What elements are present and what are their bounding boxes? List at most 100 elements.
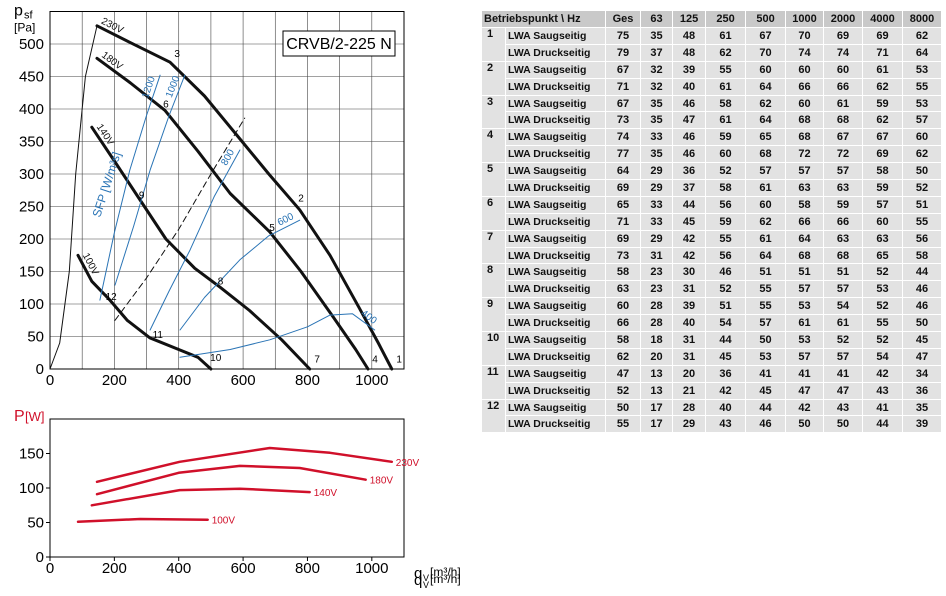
value-cell: 70 bbox=[785, 27, 825, 45]
value-cell: 58 bbox=[605, 331, 642, 349]
value-cell: 43 bbox=[823, 398, 864, 417]
name-cell: LWA Saugseitig bbox=[504, 128, 607, 147]
value-cell: 61 bbox=[823, 314, 864, 333]
value-cell: 41 bbox=[823, 364, 864, 383]
value-cell: 74 bbox=[785, 43, 825, 62]
value-cell: 31 bbox=[672, 347, 707, 366]
value-cell: 68 bbox=[785, 246, 825, 265]
value-cell: 71 bbox=[605, 212, 642, 231]
value-cell: 60 bbox=[862, 212, 904, 231]
table-row: LWA Druckseitig 71 33 45 59 62 66 66 60 55 bbox=[482, 212, 943, 231]
value-cell: 62 bbox=[745, 212, 787, 231]
value-cell: 60 bbox=[605, 297, 642, 316]
value-cell: 72 bbox=[823, 145, 864, 164]
point-label: 12 bbox=[106, 292, 118, 303]
value-cell: 43 bbox=[862, 381, 904, 400]
value-cell: 63 bbox=[823, 179, 864, 197]
value-cell: 28 bbox=[640, 297, 674, 316]
name-cell: LWA Druckseitig bbox=[504, 111, 607, 130]
header-cell: 1000 bbox=[785, 10, 825, 28]
value-cell: 69 bbox=[605, 179, 642, 197]
value-cell: 67 bbox=[862, 128, 904, 147]
y-unit: [W] bbox=[25, 409, 45, 424]
value-cell: 41 bbox=[862, 398, 904, 417]
value-cell: 47 bbox=[785, 381, 825, 400]
name-cell: LWA Druckseitig bbox=[504, 381, 607, 400]
y-tick-label: 300 bbox=[19, 166, 44, 183]
value-cell: 35 bbox=[640, 145, 674, 164]
value-cell: 40 bbox=[672, 77, 707, 96]
x-tick-label: 600 bbox=[231, 560, 256, 577]
value-cell: 35 bbox=[640, 111, 674, 130]
value-cell: 65 bbox=[745, 128, 787, 147]
name-cell: LWA Saugseitig bbox=[504, 331, 607, 349]
curve bbox=[114, 117, 246, 321]
value-cell: 44 bbox=[672, 195, 707, 214]
value-cell: 53 bbox=[902, 60, 943, 79]
x-tick-label: 1000 bbox=[355, 372, 388, 389]
curve bbox=[179, 313, 376, 358]
point-cell: 6 bbox=[481, 195, 506, 231]
value-cell: 59 bbox=[705, 128, 747, 147]
name-cell: LWA Druckseitig bbox=[504, 212, 607, 231]
x-tick-label: 600 bbox=[231, 372, 256, 389]
table-row: LWA Druckseitig 77 35 46 60 68 72 72 69 62 bbox=[482, 145, 943, 164]
curve bbox=[90, 487, 311, 507]
value-cell: 54 bbox=[862, 347, 904, 366]
curve bbox=[49, 25, 98, 370]
value-cell: 63 bbox=[605, 280, 642, 299]
value-cell: 73 bbox=[605, 246, 642, 265]
value-cell: 34 bbox=[902, 364, 943, 383]
curve bbox=[95, 56, 370, 371]
series-label: 140V bbox=[314, 488, 338, 499]
value-cell: 61 bbox=[823, 94, 864, 113]
value-cell: 47 bbox=[902, 347, 943, 366]
value-cell: 57 bbox=[785, 280, 825, 299]
table-row: 2 LWA Saugseitig 67 32 39 55 60 60 60 61 53 bbox=[481, 60, 943, 96]
y-tick-label: 400 bbox=[19, 101, 44, 118]
value-cell: 63 bbox=[823, 229, 864, 248]
point-cell: 9 bbox=[481, 297, 506, 333]
value-cell: 62 bbox=[902, 145, 943, 164]
header-cell: 63 bbox=[640, 10, 674, 28]
plot-frame bbox=[49, 418, 405, 558]
value-cell: 67 bbox=[823, 128, 864, 147]
value-cell: 29 bbox=[640, 229, 674, 248]
point-cell: 3 bbox=[481, 94, 506, 130]
curve bbox=[76, 517, 209, 524]
value-cell: 57 bbox=[823, 162, 864, 181]
value-cell: 64 bbox=[745, 77, 787, 96]
value-cell: 18 bbox=[640, 331, 674, 349]
table-row: 11 LWA Saugseitig 47 13 20 36 41 41 41 42 34 bbox=[481, 364, 943, 400]
value-cell: 44 bbox=[705, 331, 747, 349]
header-cell: 125 bbox=[672, 10, 707, 28]
value-cell: 35 bbox=[640, 27, 674, 45]
value-cell: 42 bbox=[672, 246, 707, 265]
value-cell: 28 bbox=[672, 398, 707, 417]
value-cell: 50 bbox=[605, 398, 642, 417]
name-cell: LWA Druckseitig bbox=[504, 314, 607, 333]
value-cell: 74 bbox=[605, 128, 642, 147]
x-tick-label: 0 bbox=[46, 372, 54, 389]
header-cell: 2000 bbox=[823, 10, 864, 28]
value-cell: 71 bbox=[862, 43, 904, 62]
table-row: 1 LWA Saugseitig 75 35 48 61 67 70 69 69 62 bbox=[481, 27, 943, 62]
value-cell: 52 bbox=[862, 331, 904, 349]
y-tick-label: 500 bbox=[19, 36, 44, 53]
value-cell: 59 bbox=[705, 212, 747, 231]
curve bbox=[114, 74, 186, 286]
value-cell: 73 bbox=[605, 111, 642, 130]
header-cell: 4000 bbox=[862, 10, 904, 28]
value-cell: 53 bbox=[862, 280, 904, 299]
header-cell: Ges bbox=[605, 10, 642, 28]
curve bbox=[95, 446, 394, 484]
point-label: 11 bbox=[153, 330, 164, 341]
value-cell: 65 bbox=[862, 246, 904, 265]
value-cell: 46 bbox=[672, 145, 707, 164]
series-label: 1200 bbox=[140, 75, 158, 100]
value-cell: 60 bbox=[745, 195, 787, 214]
value-cell: 42 bbox=[862, 364, 904, 383]
value-cell: 64 bbox=[745, 111, 787, 130]
header-row: Betriebspunkt \ Hz Ges 63 125 250 500 1000 2000… bbox=[480, 10, 943, 28]
